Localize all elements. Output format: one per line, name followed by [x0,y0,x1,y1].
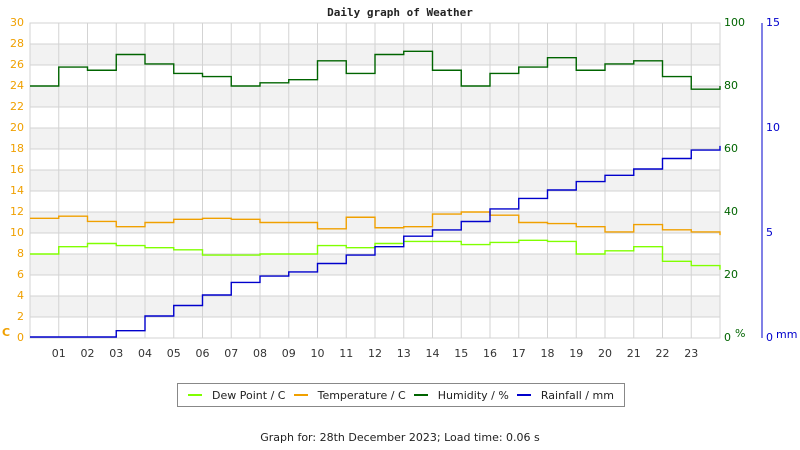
x-tick: 01 [51,347,66,360]
humidity-swatch [413,394,428,396]
x-tick: 02 [80,347,95,360]
humidity-axis-unit: % [735,327,746,340]
left-tick: 30 [10,16,24,29]
left-tick: 20 [10,121,24,134]
x-tick: 18 [540,347,555,360]
rain-tick: 5 [766,226,773,239]
x-tick: 12 [368,347,382,360]
left-tick: 22 [10,100,24,113]
humidity-tick: 40 [724,205,738,218]
legend-dew-point: Dew Point / C [188,389,285,402]
x-tick: 03 [109,347,124,360]
x-tick: 04 [138,347,152,360]
rain-tick: 0 [766,331,773,344]
x-tick: 08 [253,347,267,360]
left-tick: 28 [10,37,24,50]
x-tick: 16 [483,347,497,360]
x-tick: 06 [195,347,210,360]
rainfall-axis-unit: mm [776,328,798,341]
humidity-tick: 20 [724,268,738,281]
legend-temperature: Temperature / C [293,388,406,402]
left-tick: 4 [17,289,24,302]
x-tick: 20 [598,347,612,360]
chart-title: Daily graph of Weather [327,6,473,19]
humidity-tick: 0 [724,331,731,344]
x-tick: 10 [310,347,325,360]
legend-label: Humidity / % [437,388,509,402]
x-tick: 15 [454,347,469,360]
humidity-tick: 60 [724,142,738,155]
left-tick: 18 [10,142,24,155]
left-tick: 10 [10,226,24,239]
x-tick: 23 [684,347,699,360]
left-axis-unit: C [2,326,11,339]
rainfall-swatch [516,394,531,396]
left-tick: 14 [10,184,24,197]
x-tick: 21 [626,347,641,360]
x-tick: 09 [281,347,296,360]
left-tick: 0 [17,331,24,344]
x-tick: 07 [224,347,239,360]
x-tick: 11 [339,347,354,360]
left-tick: 8 [17,247,24,260]
legend-humidity: Humidity / % [413,388,509,402]
rain-tick: 10 [766,121,780,134]
rain-tick: 15 [766,16,780,29]
legend: Dew Point / C Temperature / C Humidity /… [177,383,625,407]
x-tick: 17 [511,347,526,360]
left-tick: 6 [17,268,24,281]
humidity-tick: 100 [724,16,745,29]
legend-label: Temperature / C [317,388,406,402]
legend-rainfall: Rainfall / mm [516,388,614,402]
legend-label: Dew Point / C [212,388,286,402]
legend-label: Rainfall / mm [540,388,614,402]
graph-footer: Graph for: 28th December 2023; Load time… [260,431,540,444]
humidity-tick: 80 [724,79,738,92]
x-tick: 14 [425,347,440,360]
left-tick: 2 [17,310,24,323]
dew-point-swatch [188,394,203,396]
left-tick: 26 [10,58,24,71]
x-tick: 13 [396,347,411,360]
left-tick: 24 [10,79,24,92]
x-tick: 22 [655,347,670,360]
left-tick: 16 [10,163,24,176]
x-tick: 19 [569,347,584,360]
x-tick: 05 [166,347,181,360]
left-tick: 12 [10,205,24,218]
temperature-swatch [293,394,308,396]
